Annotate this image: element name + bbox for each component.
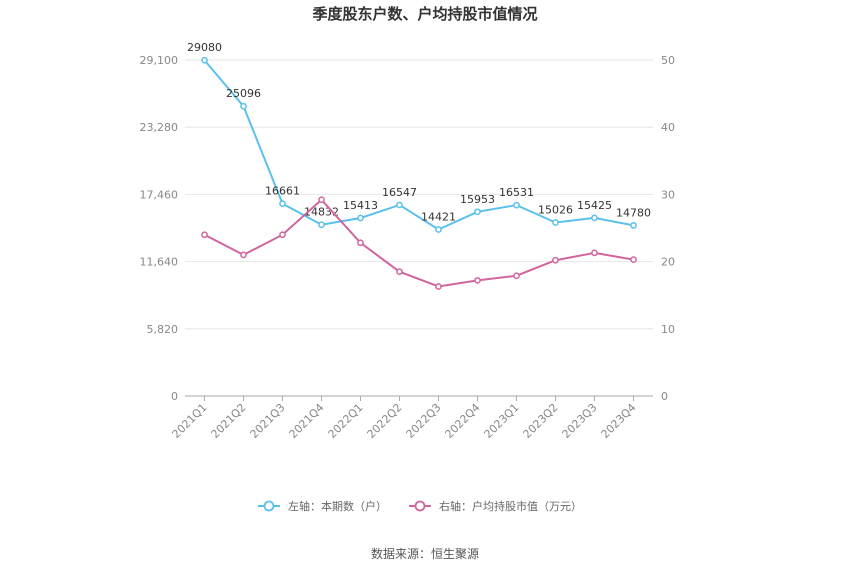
chart-title: 季度股东户数、户均持股市值情况	[312, 5, 537, 23]
series-1-point[interactable]	[201, 231, 208, 239]
data-label: 16531	[499, 186, 534, 199]
series-0-point[interactable]	[552, 219, 559, 226]
legend-item-1[interactable]: 右轴：户均持股市值（万元）	[409, 499, 582, 513]
series-1-point[interactable]	[435, 283, 442, 290]
left-tick-label: 29,100	[140, 54, 179, 67]
x-tick-label: 2022Q4	[443, 401, 483, 441]
series-line-0	[203, 59, 634, 231]
series-1-point[interactable]	[240, 251, 247, 259]
series-1-point[interactable]	[318, 196, 325, 204]
series-1-point[interactable]	[630, 256, 637, 263]
data-label: 16661	[265, 185, 300, 198]
left-tick-label: 17,460	[140, 188, 179, 201]
series-0-point[interactable]	[357, 214, 364, 222]
right-tick-label: 50	[661, 54, 675, 67]
right-tick-label: 20	[661, 256, 675, 269]
series-0-point[interactable]	[201, 56, 208, 64]
data-label: 15413	[343, 199, 378, 212]
left-tick-label: 0	[171, 390, 178, 403]
left-tick-label: 11,640	[140, 256, 179, 269]
series-1-point[interactable]	[552, 256, 559, 264]
data-label: 14780	[616, 206, 651, 219]
series-0-point[interactable]	[591, 214, 598, 222]
legend-marker	[414, 500, 426, 512]
series-0-point[interactable]	[279, 200, 286, 207]
x-tick-label: 2023Q2	[521, 401, 561, 441]
series-0-point[interactable]	[435, 226, 442, 233]
data-label: 29080	[187, 41, 222, 54]
data-label: 15953	[460, 193, 495, 206]
x-tick-label: 2021Q4	[287, 401, 327, 441]
data-label: 15425	[577, 199, 612, 212]
x-tick-label: 2022Q1	[326, 401, 366, 441]
legend-label: 左轴：本期数（户）	[288, 499, 387, 513]
legend-item-0[interactable]: 左轴：本期数（户）	[258, 499, 387, 513]
legend[interactable]: 左轴：本期数（户） 右轴：户均持股市值（万元）	[258, 499, 582, 513]
series-line-1	[204, 198, 634, 288]
x-tick-label: 2023Q4	[599, 401, 639, 441]
grid	[185, 59, 653, 330]
data-label: 15026	[538, 204, 573, 217]
series-1-point[interactable]	[591, 249, 598, 257]
source-note: 数据来源：恒生聚源	[371, 546, 479, 561]
data-label: 14421	[421, 210, 456, 223]
legend-marker	[263, 500, 275, 512]
series-0-point[interactable]	[318, 221, 325, 229]
legend-label: 右轴：户均持股市值（万元）	[439, 499, 582, 513]
series-1-point[interactable]	[357, 239, 364, 247]
x-tick-label: 2022Q3	[404, 401, 444, 441]
right-tick-label: 30	[661, 188, 675, 201]
x-tick-label: 2023Q3	[560, 401, 600, 441]
series-1-point[interactable]	[513, 272, 520, 280]
data-label: 25096	[226, 87, 261, 100]
series-0-point[interactable]	[396, 201, 403, 209]
series-0-point[interactable]	[513, 201, 520, 209]
series-0-point[interactable]	[240, 102, 247, 110]
series-layer: 2908025096166611483215413165471442115953…	[187, 41, 651, 290]
left-axis: 0 5,820 11,640 17,460 23,280 29,100	[140, 54, 179, 403]
series-0-point[interactable]	[474, 208, 481, 216]
x-tick-label: 2022Q2	[365, 401, 405, 441]
series-0-point[interactable]	[630, 221, 637, 229]
series-1-point[interactable]	[396, 268, 403, 276]
x-tick-label: 2023Q1	[482, 401, 522, 441]
x-tick-label: 2021Q2	[209, 401, 249, 441]
right-tick-label: 10	[661, 323, 675, 336]
right-tick-label: 0	[661, 390, 668, 403]
series-1-point[interactable]	[474, 277, 481, 284]
right-axis: 0 10 20 30 40 50	[661, 54, 675, 403]
x-tick-label: 2021Q3	[248, 401, 288, 441]
x-tick-label: 2021Q1	[170, 401, 210, 441]
right-tick-label: 40	[661, 121, 675, 134]
left-tick-label: 23,280	[140, 121, 179, 134]
data-label: 16547	[382, 186, 417, 199]
series-1-point[interactable]	[279, 231, 286, 239]
left-tick-label: 5,820	[147, 323, 179, 336]
x-axis: 2021Q12021Q22021Q32021Q42022Q12022Q22022…	[170, 395, 653, 441]
